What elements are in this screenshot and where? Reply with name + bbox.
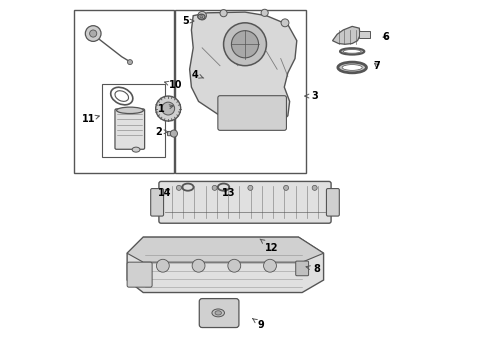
Ellipse shape bbox=[212, 309, 224, 317]
Ellipse shape bbox=[340, 48, 364, 55]
Polygon shape bbox=[333, 26, 360, 44]
Circle shape bbox=[171, 130, 177, 137]
Bar bbox=[359, 31, 370, 38]
Text: 12: 12 bbox=[260, 239, 278, 253]
Bar bbox=[74, 10, 173, 173]
Polygon shape bbox=[190, 12, 297, 128]
Circle shape bbox=[156, 96, 181, 121]
Text: 14: 14 bbox=[158, 188, 172, 198]
FancyBboxPatch shape bbox=[115, 109, 145, 149]
Bar bbox=[175, 10, 306, 173]
Polygon shape bbox=[127, 237, 323, 293]
Circle shape bbox=[248, 185, 253, 190]
Circle shape bbox=[156, 259, 169, 272]
Circle shape bbox=[261, 9, 268, 17]
Ellipse shape bbox=[132, 147, 140, 152]
Text: 6: 6 bbox=[383, 32, 390, 42]
Circle shape bbox=[176, 185, 181, 190]
Circle shape bbox=[212, 185, 217, 190]
Circle shape bbox=[223, 23, 267, 66]
Text: 4: 4 bbox=[192, 69, 204, 80]
FancyBboxPatch shape bbox=[168, 131, 174, 136]
Text: 5: 5 bbox=[183, 16, 194, 26]
Circle shape bbox=[231, 31, 259, 58]
Text: 11: 11 bbox=[82, 114, 99, 124]
Circle shape bbox=[264, 259, 276, 272]
Circle shape bbox=[220, 10, 227, 17]
Ellipse shape bbox=[198, 14, 205, 19]
FancyBboxPatch shape bbox=[159, 181, 331, 223]
Circle shape bbox=[281, 19, 289, 27]
Ellipse shape bbox=[200, 16, 203, 18]
Text: 8: 8 bbox=[306, 264, 320, 274]
FancyBboxPatch shape bbox=[127, 262, 152, 287]
Circle shape bbox=[162, 102, 174, 115]
FancyBboxPatch shape bbox=[199, 298, 239, 328]
Ellipse shape bbox=[215, 311, 221, 315]
FancyBboxPatch shape bbox=[326, 189, 339, 216]
Text: 10: 10 bbox=[165, 80, 182, 90]
Text: 1: 1 bbox=[158, 104, 173, 113]
Circle shape bbox=[228, 259, 241, 272]
Circle shape bbox=[85, 26, 101, 41]
Text: 3: 3 bbox=[305, 91, 318, 101]
Text: 2: 2 bbox=[155, 127, 168, 137]
Text: 9: 9 bbox=[252, 319, 265, 330]
Circle shape bbox=[127, 60, 132, 64]
Circle shape bbox=[90, 30, 97, 37]
Ellipse shape bbox=[343, 50, 361, 53]
Ellipse shape bbox=[117, 107, 144, 113]
Circle shape bbox=[192, 259, 205, 272]
Polygon shape bbox=[127, 237, 323, 262]
FancyBboxPatch shape bbox=[151, 189, 164, 216]
Text: 7: 7 bbox=[374, 61, 381, 71]
Circle shape bbox=[312, 185, 317, 190]
FancyBboxPatch shape bbox=[296, 261, 309, 276]
Circle shape bbox=[198, 12, 206, 20]
Text: 13: 13 bbox=[222, 188, 236, 198]
Circle shape bbox=[284, 185, 289, 190]
Ellipse shape bbox=[342, 64, 362, 70]
Bar bbox=[102, 84, 165, 157]
Ellipse shape bbox=[338, 62, 367, 73]
FancyBboxPatch shape bbox=[218, 96, 287, 130]
